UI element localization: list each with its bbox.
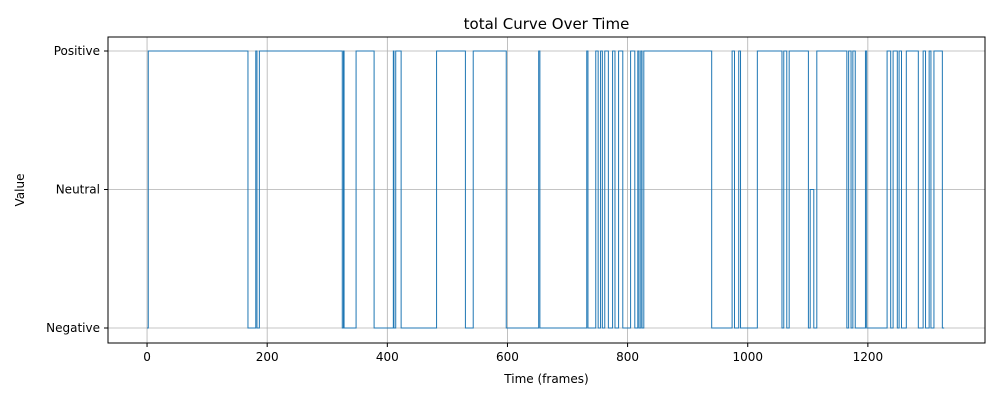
chart-title: total Curve Over Time	[464, 15, 630, 33]
y-axis-label: Value	[13, 174, 27, 207]
plot-area-frame	[107, 36, 986, 344]
series-line	[147, 50, 945, 329]
x-tick-label: 0	[143, 350, 151, 364]
x-axis-label: Time (frames)	[503, 372, 588, 386]
y-tick-label: Neutral	[56, 183, 100, 197]
series-step-path	[147, 50, 945, 329]
x-tick-label: 400	[376, 350, 399, 364]
y-tick-label: Negative	[46, 321, 100, 335]
y-tick-label: Positive	[54, 44, 100, 58]
grid-lines	[108, 37, 985, 343]
x-axis-ticks: 0 200 400 600 800 1000 1200	[143, 343, 883, 364]
x-tick-label: 800	[616, 350, 639, 364]
x-tick-label: 1000	[732, 350, 763, 364]
x-tick-label: 200	[256, 350, 279, 364]
x-tick-label: 600	[496, 350, 519, 364]
y-axis-ticks: Negative Neutral Positive	[46, 44, 108, 335]
x-tick-label: 1200	[853, 350, 884, 364]
